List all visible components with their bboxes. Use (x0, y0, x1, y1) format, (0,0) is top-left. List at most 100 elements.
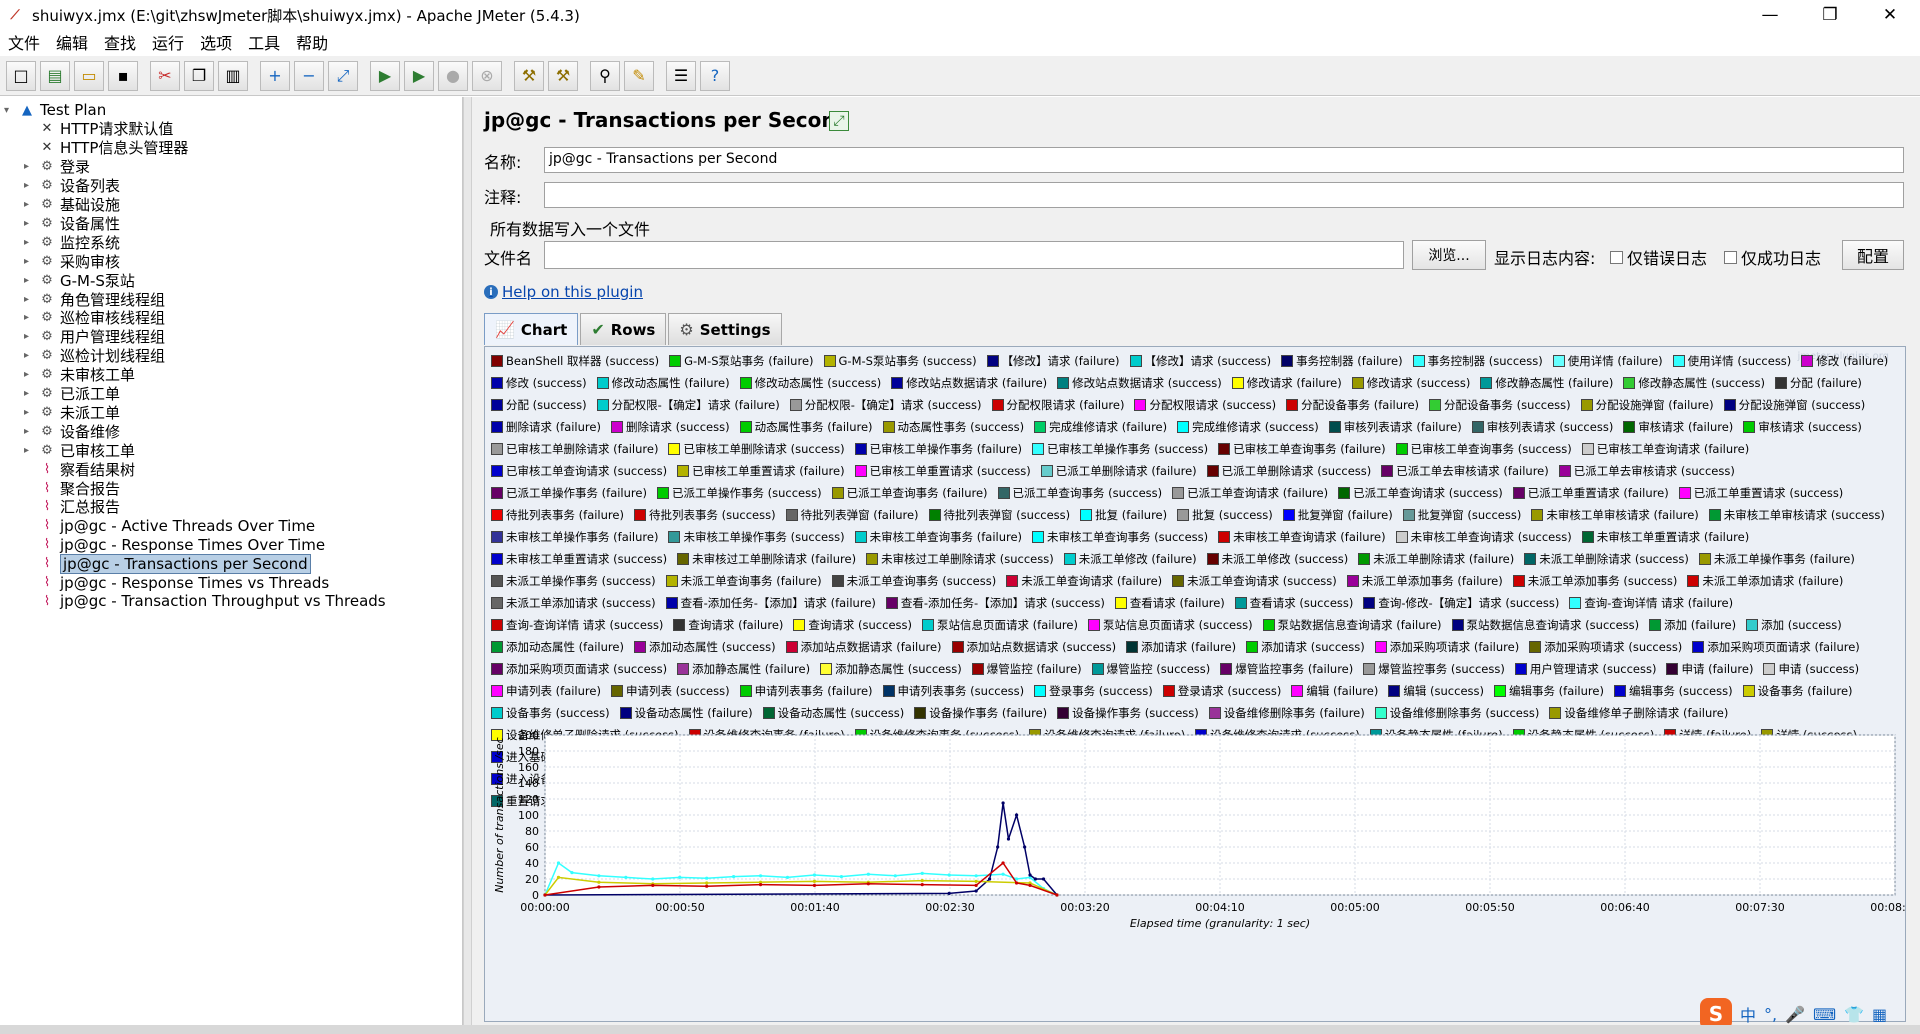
expand-toggle-icon[interactable]: ▸ (24, 388, 30, 399)
filename-field[interactable] (544, 241, 1404, 269)
ime-menu-icon[interactable]: ▦ (1872, 1004, 1888, 1024)
expand-toggle-icon[interactable]: ▸ (24, 255, 30, 267)
help-icon[interactable]: ? (700, 60, 730, 91)
tree-node[interactable]: ⌇ jp@gc - Transactions per Second (24, 553, 311, 575)
expand-toggle-icon[interactable]: ▸ (24, 406, 30, 418)
tree-node[interactable]: ⌇ jp@gc - Transaction Throughput vs Threa… (24, 590, 386, 612)
new-icon[interactable]: □ (6, 60, 36, 91)
expand-toggle-icon[interactable]: ▸ (24, 331, 30, 343)
search-icon[interactable]: ⚲ (590, 60, 620, 91)
x-axis-label: Elapsed time (granularity: 1 sec) (1130, 917, 1310, 930)
expand-toggle-icon[interactable]: ▸ (24, 236, 30, 248)
tree-node[interactable]: ▸ ⚙ 采购审核 (24, 250, 120, 272)
tree-node[interactable]: ▸ ⚙ 设备属性 (24, 212, 120, 234)
tab-chart[interactable]: 📈 Chart (484, 313, 579, 345)
minimize-button[interactable]: — (1761, 5, 1779, 25)
help-link-text[interactable]: Help on this plugin (502, 283, 643, 301)
start-no-pause-icon[interactable]: ▶ (404, 60, 434, 91)
ime-skin-icon[interactable]: 👕 (1844, 1004, 1865, 1024)
close-button[interactable]: ✕ (1882, 5, 1898, 25)
tree-node[interactable]: ▸ ⚙ 用户管理线程组 (24, 326, 165, 348)
clear-icon[interactable]: ⚒ (514, 60, 544, 91)
maximize-chart-icon[interactable]: ⤢ (829, 111, 849, 131)
tree-node[interactable]: ▸ ⚙ 设备维修 (24, 420, 120, 442)
menu-options[interactable]: 选项 (200, 34, 233, 53)
tree-node[interactable]: ▸ ⚙ 设备列表 (24, 175, 120, 197)
cut-icon[interactable]: ✂ (150, 60, 180, 91)
start-icon[interactable]: ▶ (370, 60, 400, 91)
templates-icon[interactable]: ▤ (40, 60, 70, 91)
menu-file[interactable]: 文件 (8, 34, 41, 53)
tree-node[interactable]: ⌇ jp@gc - Active Threads Over Time (24, 515, 315, 537)
tree-node[interactable]: ⌇ jp@gc - Response Times vs Threads (24, 572, 329, 594)
tree-node-label: HTTP信息头管理器 (60, 139, 189, 158)
clear-all-icon[interactable]: ⚒ (548, 60, 578, 91)
errors-only-checkbox[interactable]: 仅错误日志 (1610, 245, 1707, 269)
tree-node[interactable]: ▸ ⚙ G-M-S泵站 (24, 269, 135, 291)
sogou-ime-icon[interactable]: S (1700, 998, 1732, 1030)
ime-mode-icon[interactable]: 中 (1740, 1006, 1757, 1025)
tree-node[interactable]: ▸ ⚙ 监控系统 (24, 231, 120, 253)
ime-punct-icon[interactable]: °, (1764, 1004, 1778, 1024)
tree-node[interactable]: ▸ ⚙ 未派工单 (24, 401, 120, 423)
expand-icon[interactable]: + (260, 60, 290, 91)
expand-toggle-icon[interactable]: ▸ (24, 274, 30, 286)
tree-node[interactable]: ▸ ⚙ 巡检审核线程组 (24, 307, 165, 329)
paste-icon[interactable]: ▥ (218, 60, 248, 91)
menu-edit[interactable]: 编辑 (56, 34, 89, 53)
browse-button[interactable]: 浏览... (1412, 240, 1486, 270)
tree-node[interactable]: ⌇ 察看结果树 (24, 458, 135, 480)
expand-toggle-icon[interactable]: ▸ (24, 312, 30, 324)
function-helper-icon[interactable]: ☰ (666, 60, 696, 91)
menu-search[interactable]: 查找 (104, 34, 137, 53)
toggle-icon[interactable]: ⤢ (328, 60, 358, 91)
comment-field[interactable] (544, 182, 1904, 208)
tree-node[interactable]: ✕ HTTP请求默认值 (24, 118, 174, 140)
expand-toggle-icon[interactable]: ▸ (24, 217, 30, 229)
expand-toggle-icon[interactable]: ▸ (24, 350, 30, 362)
expand-toggle-icon[interactable]: ▸ (24, 293, 30, 305)
menu-run[interactable]: 运行 (152, 34, 185, 53)
tree-node[interactable]: ▸ ⚙ 登录 (24, 156, 90, 178)
collapse-icon[interactable]: − (294, 60, 324, 91)
expand-toggle-icon[interactable]: ▸ (24, 425, 30, 437)
expand-toggle-icon[interactable]: ▸ (24, 199, 30, 210)
success-only-box[interactable] (1724, 250, 1737, 264)
save-icon[interactable]: ▪ (108, 60, 138, 91)
tree-node[interactable]: ▸ ⚙ 巡检计划线程组 (24, 345, 165, 367)
errors-only-box[interactable] (1610, 250, 1623, 264)
tree-node[interactable]: ▸ ⚙ 已派工单 (24, 383, 120, 405)
tab-rows[interactable]: ✔ Rows (580, 313, 667, 345)
split-pane-divider[interactable] (463, 97, 472, 1025)
copy-icon[interactable]: ❐ (184, 60, 214, 91)
expand-toggle-icon[interactable]: ▸ (24, 369, 30, 381)
reset-search-icon[interactable]: ✎ (624, 60, 654, 91)
success-only-checkbox[interactable]: 仅成功日志 (1724, 245, 1821, 269)
expand-toggle-icon[interactable]: ▸ (24, 444, 30, 456)
tree-node[interactable]: ⌇ 聚合报告 (24, 477, 120, 499)
open-icon[interactable]: ▭ (74, 60, 104, 91)
configure-button[interactable]: 配置 (1842, 240, 1904, 270)
tree-node[interactable]: ▾ ▲ Test Plan (4, 99, 106, 121)
menu-tools[interactable]: 工具 (248, 34, 281, 53)
tree-node[interactable]: ▸ ⚙ 未审核工单 (24, 364, 135, 386)
tree-node[interactable]: ▸ ⚙ 基础设施 (24, 194, 120, 216)
menu-help[interactable]: 帮助 (296, 34, 329, 53)
tree-node[interactable]: ⌇ jp@gc - Response Times Over Time (24, 534, 325, 556)
expand-toggle-icon[interactable]: ▾ (4, 104, 10, 116)
ime-mic-icon[interactable]: 🎤 (1785, 1004, 1806, 1024)
expand-toggle-icon[interactable]: ▸ (24, 161, 30, 173)
help-link[interactable]: i Help on this plugin (484, 283, 643, 301)
maximize-button[interactable]: ❐ (1822, 5, 1838, 25)
tree-node[interactable]: ▸ ⚙ 已审核工单 (24, 439, 135, 461)
stop-icon[interactable]: ● (438, 60, 468, 91)
tree-node[interactable]: ⌇ 汇总报告 (24, 496, 120, 518)
name-field[interactable]: jp@gc - Transactions per Second (544, 147, 1904, 173)
tab-settings[interactable]: ⚙ Settings (668, 313, 782, 345)
shutdown-icon[interactable]: ⊗ (472, 60, 502, 91)
tree-node[interactable]: ▸ ⚙ 角色管理线程组 (24, 288, 165, 310)
legend-swatch (1531, 509, 1544, 521)
expand-toggle-icon[interactable]: ▸ (24, 180, 30, 192)
ime-keyboard-icon[interactable]: ⌨ (1813, 1004, 1837, 1024)
tree-node[interactable]: ✕ HTTP信息头管理器 (24, 137, 189, 159)
